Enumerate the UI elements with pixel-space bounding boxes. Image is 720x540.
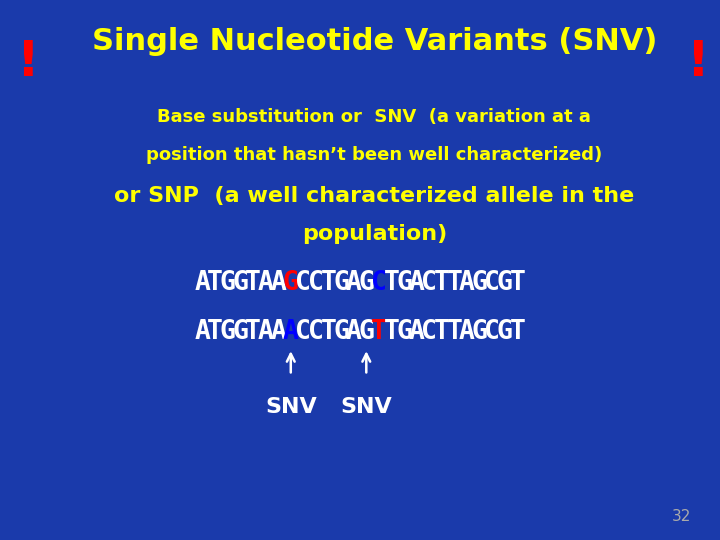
Text: or SNP  (a well characterized allele in the: or SNP (a well characterized allele in t… [114, 186, 634, 206]
Text: A: A [194, 270, 211, 296]
Text: population): population) [302, 224, 447, 244]
Text: G: G [359, 319, 374, 345]
Text: T: T [446, 319, 462, 345]
Text: C: C [308, 270, 324, 296]
Text: T: T [207, 319, 223, 345]
Text: T: T [446, 270, 462, 296]
Text: C: C [421, 270, 437, 296]
Text: A: A [194, 319, 211, 345]
Text: T: T [509, 319, 526, 345]
Text: A: A [346, 319, 361, 345]
Text: G: G [359, 270, 374, 296]
Text: position that hasn’t been well characterized): position that hasn’t been well character… [146, 146, 603, 164]
Text: A: A [283, 319, 299, 345]
Text: G: G [283, 270, 299, 296]
Text: T: T [434, 270, 450, 296]
Text: A: A [409, 270, 425, 296]
Text: G: G [233, 319, 248, 345]
Text: G: G [472, 319, 487, 345]
Text: T: T [509, 270, 526, 296]
Text: G: G [333, 270, 349, 296]
Text: C: C [371, 270, 387, 296]
Text: Single Nucleotide Variants (SNV): Single Nucleotide Variants (SNV) [91, 27, 657, 56]
Text: T: T [245, 319, 261, 345]
Text: T: T [245, 270, 261, 296]
Text: G: G [233, 270, 248, 296]
Text: T: T [320, 319, 336, 345]
Text: A: A [270, 270, 286, 296]
Text: T: T [371, 319, 387, 345]
Text: G: G [497, 270, 513, 296]
Text: SNV: SNV [265, 397, 317, 417]
Text: C: C [308, 319, 324, 345]
Text: G: G [220, 270, 235, 296]
Text: A: A [258, 270, 274, 296]
Text: SNV: SNV [341, 397, 392, 417]
Text: G: G [220, 319, 235, 345]
Text: C: C [485, 319, 500, 345]
Text: T: T [207, 270, 223, 296]
Text: G: G [333, 319, 349, 345]
Text: C: C [485, 270, 500, 296]
Text: Base substitution or  SNV  (a variation at a: Base substitution or SNV (a variation at… [158, 108, 591, 126]
Text: C: C [295, 270, 311, 296]
Text: T: T [384, 270, 400, 296]
Text: A: A [459, 319, 475, 345]
Text: A: A [409, 319, 425, 345]
Text: T: T [320, 270, 336, 296]
Text: G: G [396, 319, 412, 345]
Text: G: G [472, 270, 487, 296]
Text: !: ! [687, 38, 710, 86]
Text: A: A [459, 270, 475, 296]
Text: A: A [346, 270, 361, 296]
Text: A: A [270, 319, 286, 345]
Text: G: G [396, 270, 412, 296]
Text: G: G [497, 319, 513, 345]
Text: T: T [434, 319, 450, 345]
Text: T: T [384, 319, 400, 345]
Text: A: A [258, 319, 274, 345]
Text: C: C [295, 319, 311, 345]
Text: C: C [421, 319, 437, 345]
Text: 32: 32 [672, 509, 691, 524]
Text: !: ! [17, 38, 40, 86]
